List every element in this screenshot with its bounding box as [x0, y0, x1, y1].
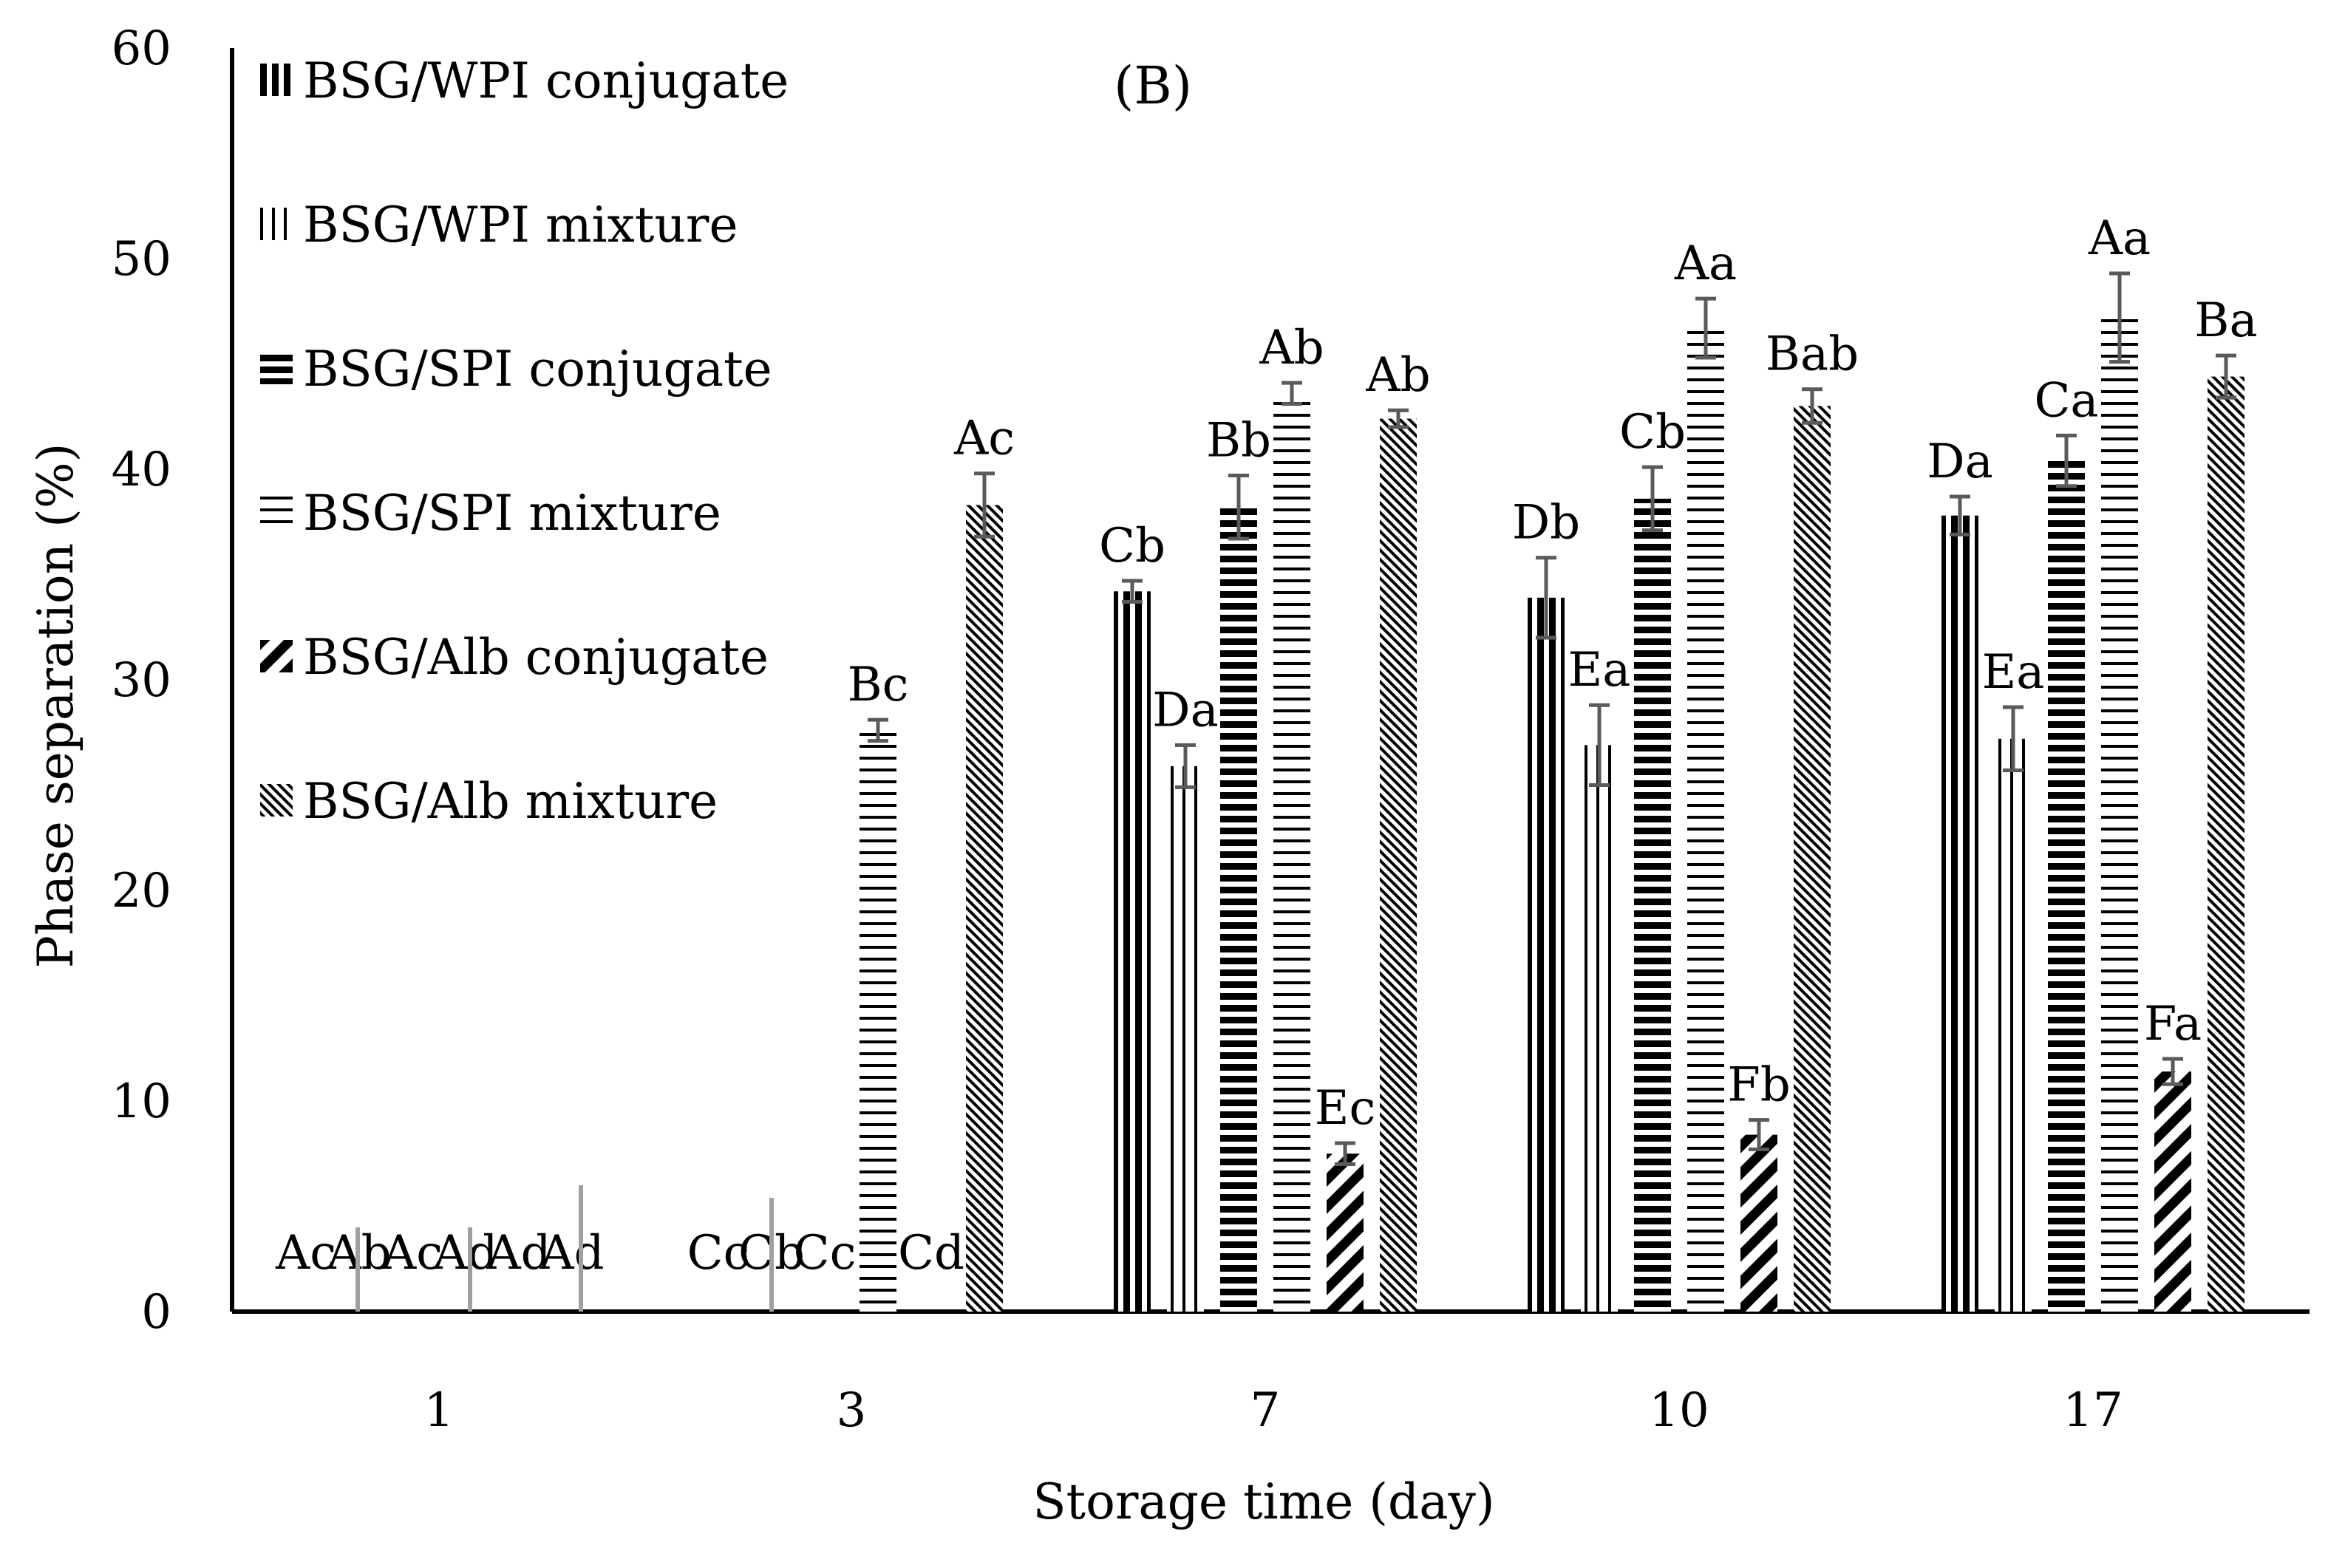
- significance-label: Fb: [1727, 1058, 1790, 1113]
- significance-label: Da: [1152, 683, 1218, 737]
- legend-swatch-thick-vertical: [260, 64, 293, 96]
- bar-thick-vertical-day-7: [1114, 591, 1151, 1312]
- significance-label: Ac: [275, 1226, 336, 1281]
- legend-swatch-thick-horizontal: [260, 352, 293, 384]
- significance-label: Ca: [2034, 373, 2098, 428]
- significance-label: Cc: [794, 1226, 857, 1281]
- significance-label: Ba: [2194, 293, 2257, 348]
- legend-label-2: BSG/SPI conjugate: [303, 341, 772, 398]
- y-tick-label-4: 40: [112, 443, 171, 497]
- significance-label: Ad: [539, 1226, 604, 1281]
- significance-label: Ac: [953, 412, 1015, 466]
- significance-label: Db: [1512, 496, 1580, 550]
- significance-label: Bc: [848, 658, 909, 712]
- bar-thin-horizontal-day-17: [2101, 317, 2138, 1312]
- x-tick-label-3: 3: [837, 1383, 867, 1438]
- bar-fine-diagonal-day-7: [1380, 418, 1417, 1312]
- y-tick-label-2: 20: [112, 864, 171, 918]
- y-tick-label-3: 30: [112, 653, 171, 708]
- bar-thin-horizontal-day-3: [860, 730, 896, 1312]
- significance-label: Bb: [1206, 414, 1271, 468]
- significance-label: Ec: [1315, 1081, 1376, 1136]
- chart-legend: BSG/WPI conjugate BSG/WPI mixture BSG/SPI …: [260, 52, 789, 830]
- legend-swatch-thin-vertical: [260, 208, 293, 240]
- x-tick-label-10: 10: [1649, 1383, 1709, 1438]
- significance-label: Da: [1927, 434, 1992, 489]
- legend-label-5: BSG/Alb mixture: [303, 773, 718, 830]
- significance-label: Ad: [432, 1226, 497, 1281]
- significance-label: Cc: [687, 1226, 750, 1281]
- legend-label-4: BSG/Alb conjugate: [303, 629, 769, 686]
- y-tick-label-0: 0: [141, 1285, 171, 1340]
- bar-thick-vertical-day-10: [1528, 597, 1565, 1312]
- bar-thick-diagonal-day-17: [2154, 1071, 2191, 1312]
- bar-thick-horizontal-day-17: [2048, 460, 2085, 1312]
- bar-thin-vertical-day-17: [1995, 738, 2032, 1312]
- legend-swatch-thick-diagonal: [260, 640, 293, 672]
- y-tick-label-1: 10: [112, 1074, 171, 1129]
- legend-swatch-thin-horizontal: [260, 496, 293, 528]
- significance-label: Bab: [1766, 327, 1859, 382]
- x-axis-title: Storage time (day): [1032, 1473, 1494, 1530]
- bar-thin-horizontal-day-7: [1273, 393, 1310, 1312]
- bar-thick-diagonal-day-10: [1740, 1134, 1777, 1312]
- legend-swatch-fine-diagonal: [260, 784, 293, 817]
- bar-fine-diagonal-day-3: [966, 505, 1003, 1312]
- bar-thick-horizontal-day-10: [1634, 498, 1671, 1312]
- significance-label: Fa: [2144, 997, 2202, 1051]
- chart-title: (B): [1114, 55, 1192, 116]
- y-axis-title: Phase separation (%): [27, 443, 84, 969]
- significance-label: Cb: [1099, 519, 1165, 573]
- significance-label: Ea: [1982, 645, 2045, 700]
- significance-label: Ac: [381, 1226, 443, 1281]
- bar-thick-vertical-day-17: [1941, 515, 1978, 1312]
- bar-fine-diagonal-day-10: [1794, 406, 1831, 1312]
- significance-label: Ad: [486, 1226, 551, 1281]
- significance-label: Cb: [1619, 405, 1686, 460]
- chart-marks: 0 10 20 30 40 50 60 1 3 7 10 17 Ac Cc Cb Db Da Ab Cb Da Ea Ea…: [112, 21, 2310, 1438]
- significance-label: Ea: [1568, 643, 1631, 698]
- significance-label: Ab: [1365, 348, 1430, 403]
- bar-thick-horizontal-day-7: [1220, 507, 1257, 1312]
- legend-label-1: BSG/WPI mixture: [303, 197, 738, 253]
- significance-label: Aa: [1674, 236, 1737, 291]
- x-tick-label-7: 7: [1250, 1383, 1281, 1438]
- bar-fine-diagonal-day-17: [2208, 376, 2244, 1312]
- legend-label-0: BSG/WPI conjugate: [303, 52, 789, 109]
- x-tick-label-1: 1: [424, 1383, 455, 1438]
- bar-thin-vertical-day-10: [1581, 745, 1618, 1312]
- significance-label: Aa: [2088, 211, 2151, 266]
- legend-label-3: BSG/SPI mixture: [303, 485, 721, 542]
- bar-thin-horizontal-day-10: [1687, 328, 1724, 1312]
- significance-label: Ab: [1259, 321, 1324, 375]
- bar-thick-diagonal-day-7: [1327, 1153, 1364, 1312]
- y-tick-label-5: 50: [112, 232, 171, 287]
- significance-label: Cd: [898, 1226, 964, 1281]
- x-tick-label-17: 17: [2063, 1383, 2123, 1438]
- bar-thin-vertical-day-7: [1167, 766, 1204, 1312]
- y-tick-label-6: 60: [112, 21, 171, 76]
